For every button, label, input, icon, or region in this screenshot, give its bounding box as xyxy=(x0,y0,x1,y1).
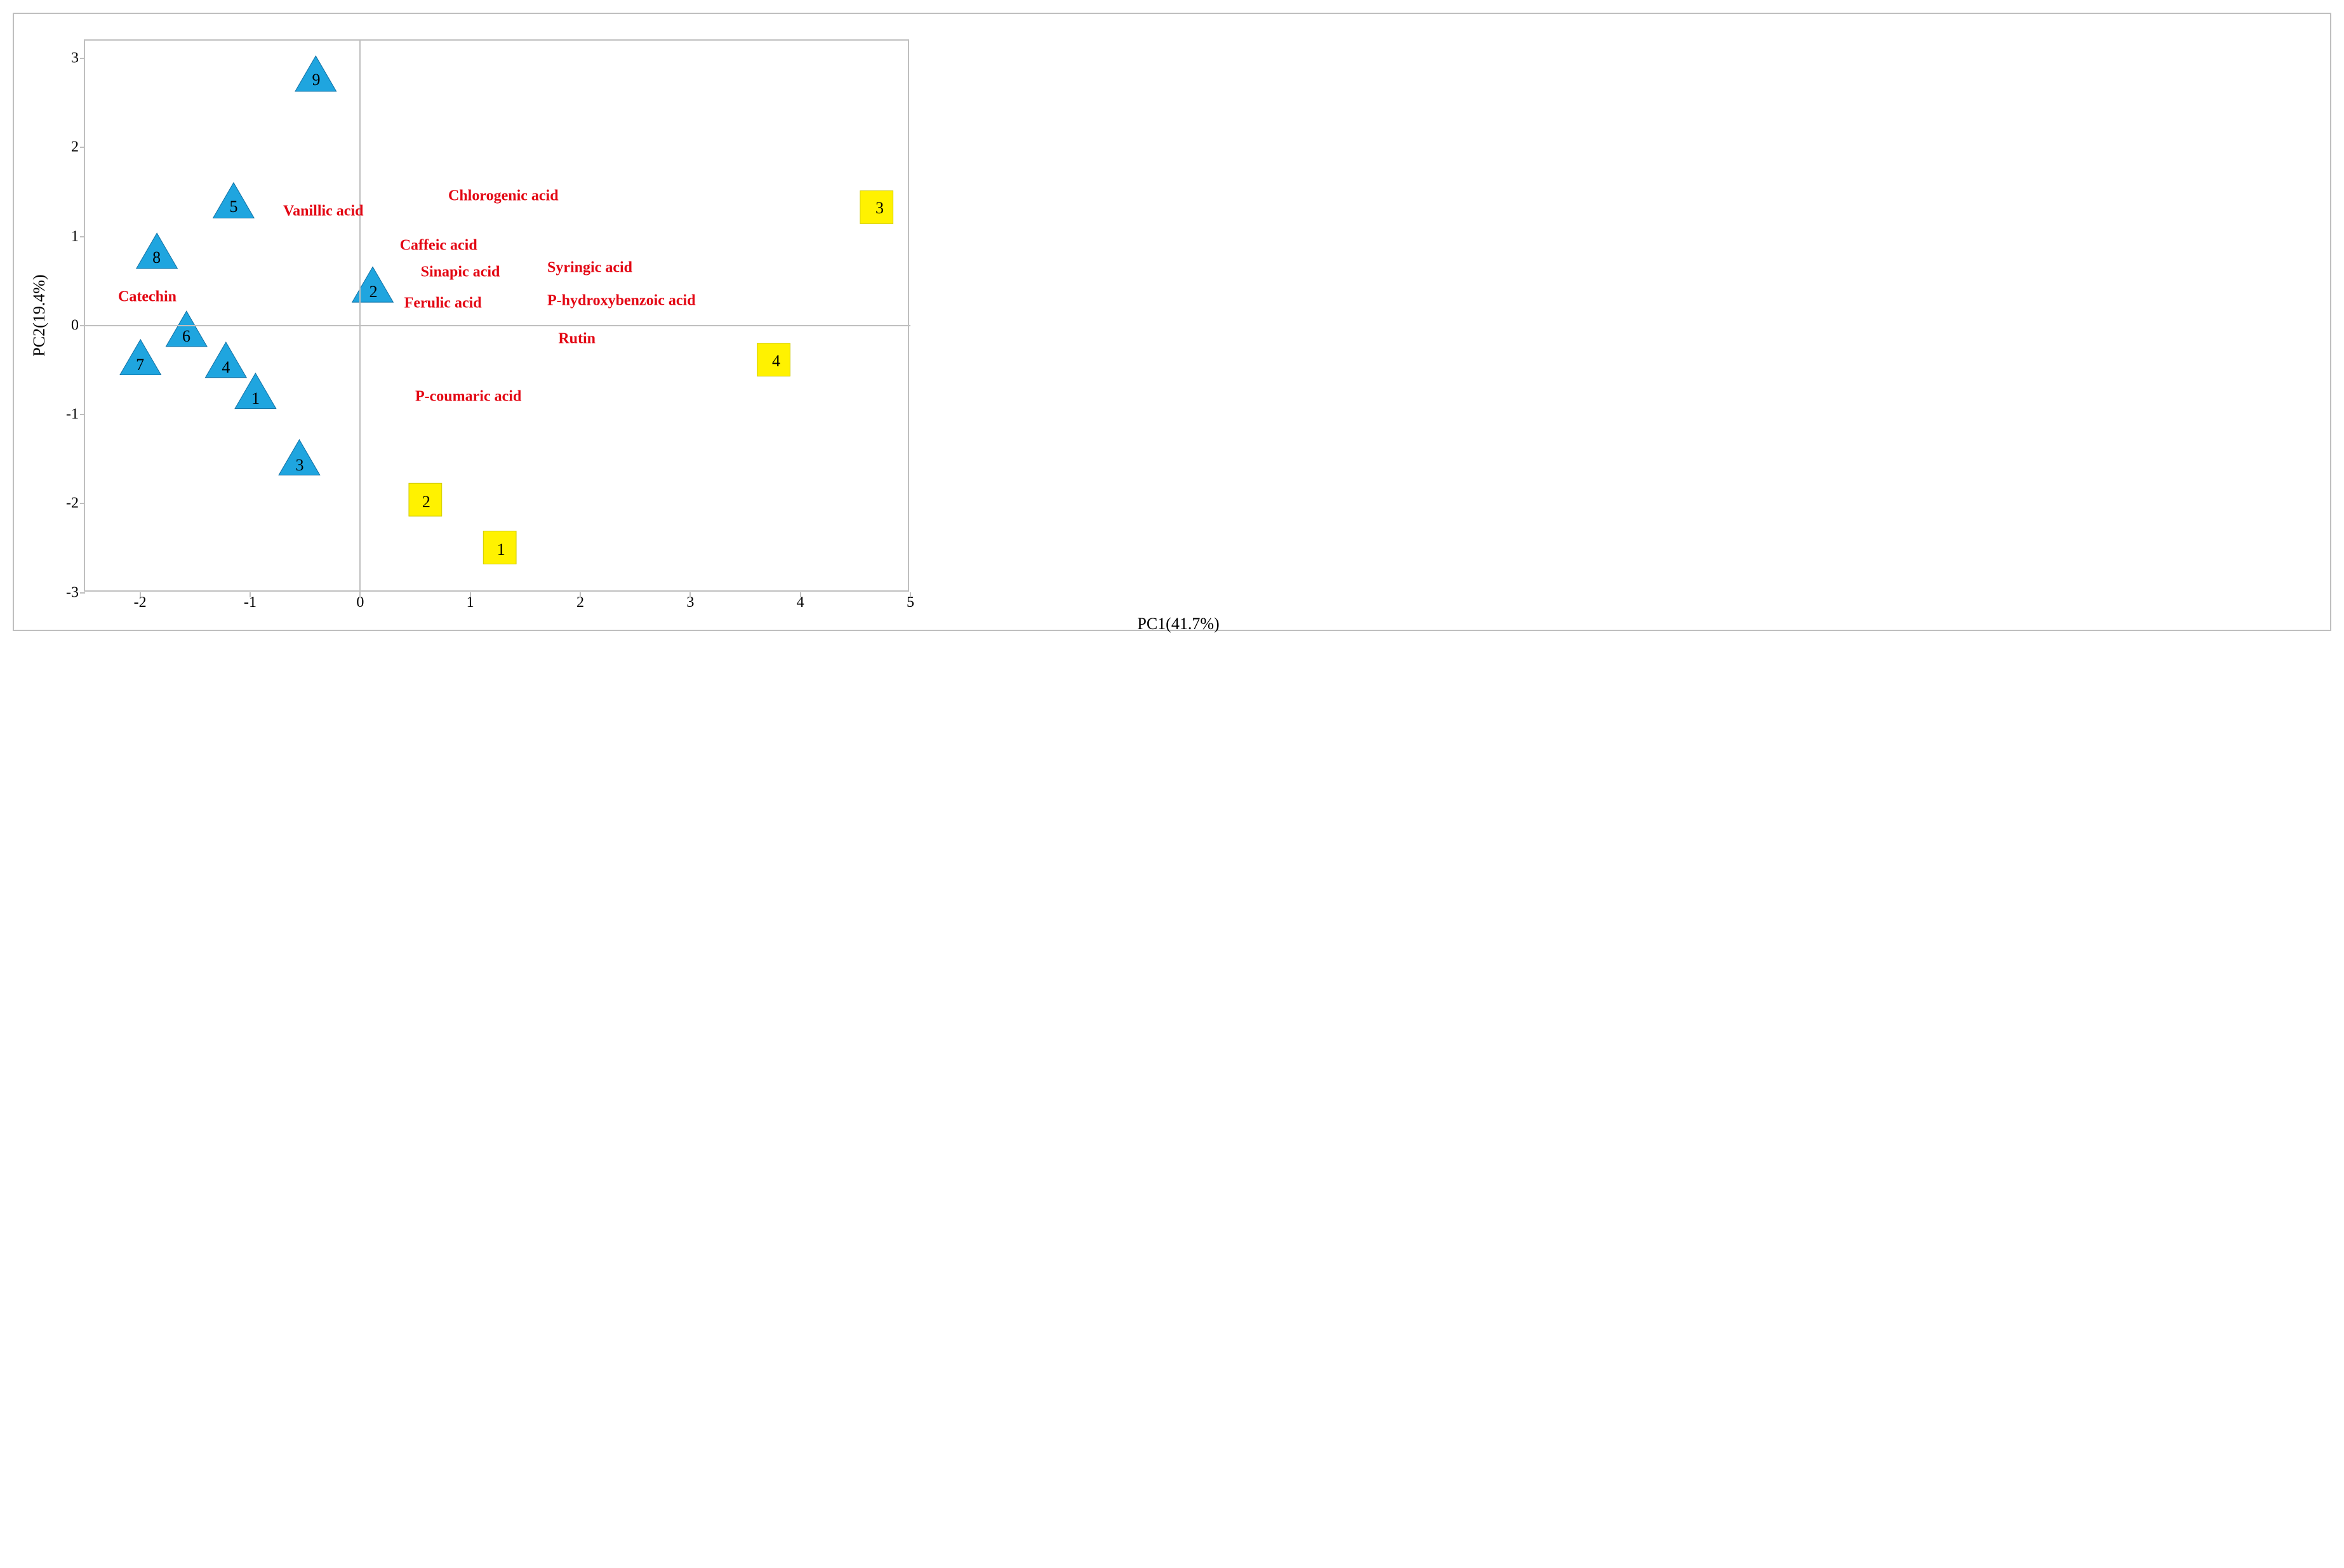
loading-label: Syringic acid xyxy=(547,259,632,276)
x-tick-mark xyxy=(470,592,471,597)
y-tick-mark xyxy=(80,58,85,59)
x-tick-mark xyxy=(250,592,251,597)
loading-label: P-hydroxybenzoic acid xyxy=(547,292,696,309)
triangle-marker xyxy=(120,340,161,375)
square-marker xyxy=(860,191,893,224)
loading-label: Catechin xyxy=(118,288,176,305)
y-tick-mark xyxy=(80,325,85,326)
x-tick-mark xyxy=(580,592,581,597)
y-tick-mark xyxy=(80,414,85,415)
loading-label: Rutin xyxy=(558,330,596,347)
triangle-marker xyxy=(166,311,207,347)
x-axis-label: PC1(41.7%) xyxy=(1137,615,1219,634)
triangle-marker xyxy=(206,342,247,378)
square-marker xyxy=(409,483,442,516)
loading-label: Ferulic acid xyxy=(404,295,482,312)
loading-label: P-coumaric acid xyxy=(415,389,521,406)
x-tick-mark xyxy=(140,592,141,597)
triangle-marker xyxy=(137,233,178,269)
y-tick-mark xyxy=(80,592,85,594)
x-tick-mark xyxy=(910,592,911,597)
square-marker xyxy=(483,531,516,564)
triangle-marker xyxy=(295,56,336,91)
x-tick-mark xyxy=(359,592,361,597)
square-marker xyxy=(757,343,790,376)
loading-label: Chlorogenic acid xyxy=(448,188,559,205)
markers-layer xyxy=(85,41,908,590)
x-zero-gridline xyxy=(359,41,361,593)
triangle-marker xyxy=(279,440,320,475)
y-tick-mark xyxy=(80,147,85,148)
y-tick-mark xyxy=(80,236,85,237)
plot-container: -2-1012345-3-2-101231234567891234Vanilli… xyxy=(84,39,2273,592)
loading-label: Vanillic acid xyxy=(283,203,363,220)
triangle-marker xyxy=(235,373,276,409)
triangle-marker xyxy=(352,267,394,302)
loading-label: Sinapic acid xyxy=(421,263,500,281)
y-zero-gridline xyxy=(85,325,910,326)
y-axis-label: PC2(19.4%) xyxy=(30,274,49,356)
triangle-marker xyxy=(213,183,255,218)
y-tick-mark xyxy=(80,503,85,504)
chart-frame: -2-1012345-3-2-101231234567891234Vanilli… xyxy=(13,13,2331,631)
x-tick-mark xyxy=(689,592,691,597)
loading-label: Caffeic acid xyxy=(400,237,477,254)
x-tick-mark xyxy=(800,592,801,597)
plot-area: -2-1012345-3-2-101231234567891234Vanilli… xyxy=(84,39,909,592)
